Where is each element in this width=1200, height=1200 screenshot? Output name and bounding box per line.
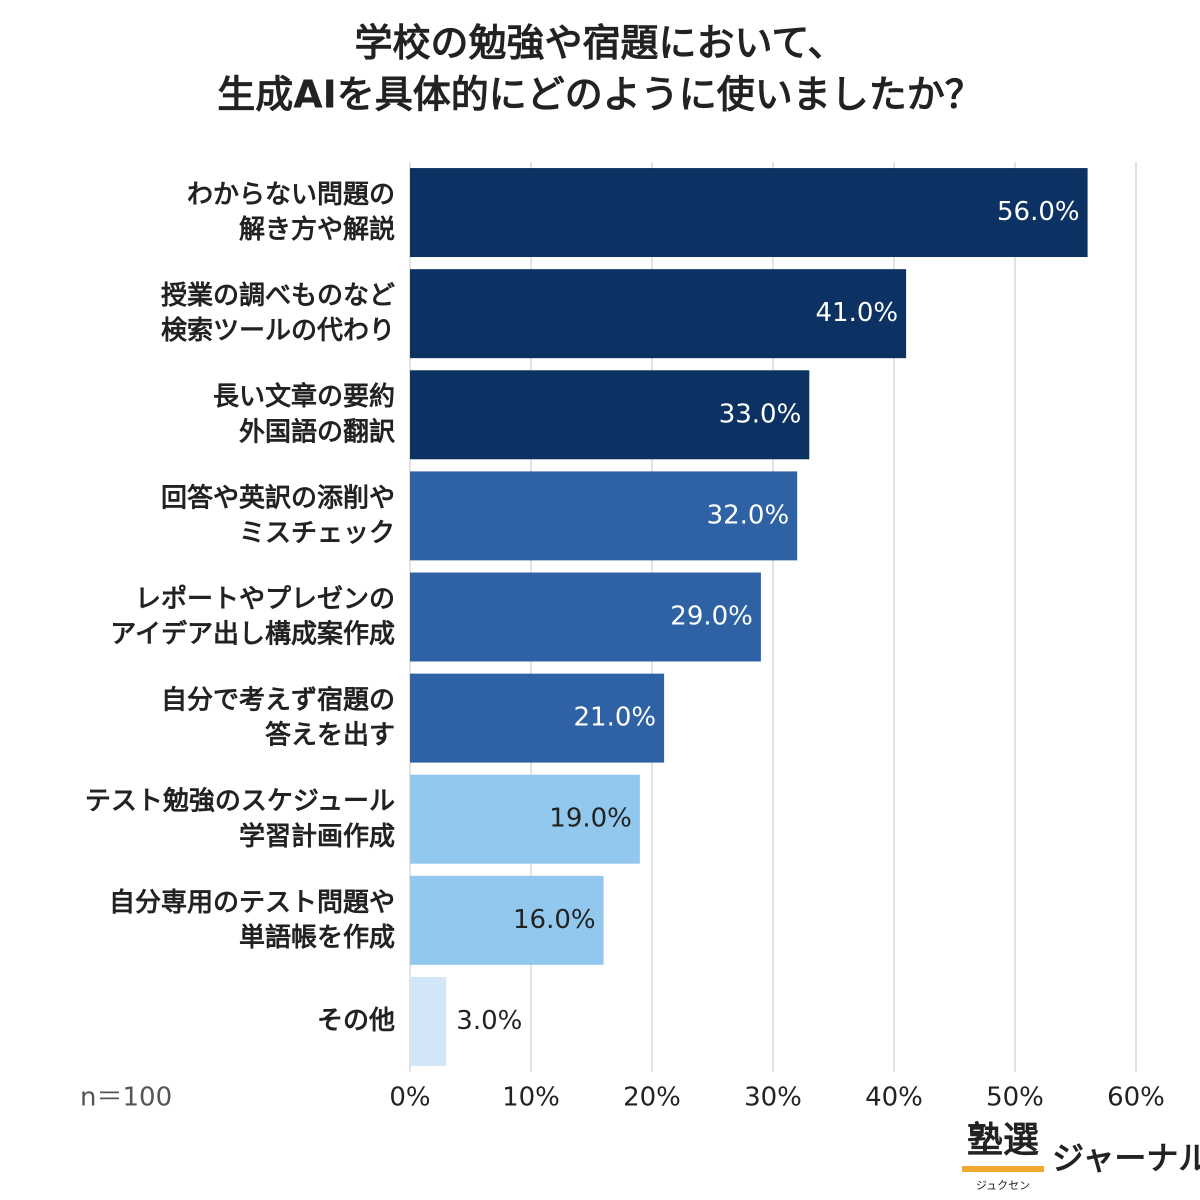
logo-name: 塾選 [967, 1120, 1039, 1161]
value-label: 56.0% [997, 197, 1080, 227]
value-label: 19.0% [549, 804, 632, 834]
y-tick-label: その他 [317, 1006, 395, 1036]
x-tick-label: 40% [865, 1083, 923, 1113]
logo-reading: ジュクセン [976, 1179, 1030, 1192]
sample-note: n＝100 [80, 1083, 172, 1113]
value-label: 16.0% [513, 905, 596, 935]
bar [410, 370, 810, 460]
y-tick-label: テスト勉強のスケジュール学習計画作成 [85, 786, 395, 851]
y-tick-label: 授業の調べものなど検索ツールの代わり [161, 280, 395, 346]
value-label: 29.0% [670, 602, 753, 632]
x-tick-label: 60% [1107, 1083, 1165, 1113]
y-tick-label: わからない問題の解き方や解説 [187, 180, 395, 245]
logo-suffix: ジャーナル [1052, 1139, 1200, 1177]
chart-title: 学校の勉強や宿題において、生成AIを具体的にどのように使いましたか？ [217, 21, 983, 116]
y-tick-label: 回答や英訳の添削やミスチェック [161, 482, 395, 548]
logo-underline [962, 1166, 1044, 1172]
bar [410, 471, 798, 561]
bar [410, 673, 665, 763]
y-tick-label: 自分で考えず宿題の答えを出す [161, 684, 395, 750]
bar [410, 572, 761, 662]
value-label: 41.0% [815, 298, 898, 328]
bar [410, 269, 907, 359]
x-tick-label: 0% [389, 1083, 430, 1113]
y-tick-label: レポートやプレゼンのアイデア出し構成案作成 [110, 583, 395, 649]
y-tick-label: 長い文章の要約外国語の翻訳 [213, 381, 396, 447]
bar [410, 976, 447, 1066]
x-tick-label: 20% [623, 1083, 681, 1113]
bar [410, 875, 604, 965]
x-tick-label: 30% [744, 1083, 802, 1113]
x-tick-label: 10% [502, 1083, 560, 1113]
x-tick-label: 50% [986, 1083, 1044, 1113]
value-label: 21.0% [573, 703, 656, 733]
y-tick-label: 自分専用のテスト問題や単語帳を作成 [109, 886, 395, 952]
value-label: 33.0% [719, 399, 802, 429]
value-label: 32.0% [707, 500, 790, 530]
value-label: 3.0% [456, 1006, 522, 1036]
bar [410, 774, 640, 864]
bar [410, 168, 1088, 258]
